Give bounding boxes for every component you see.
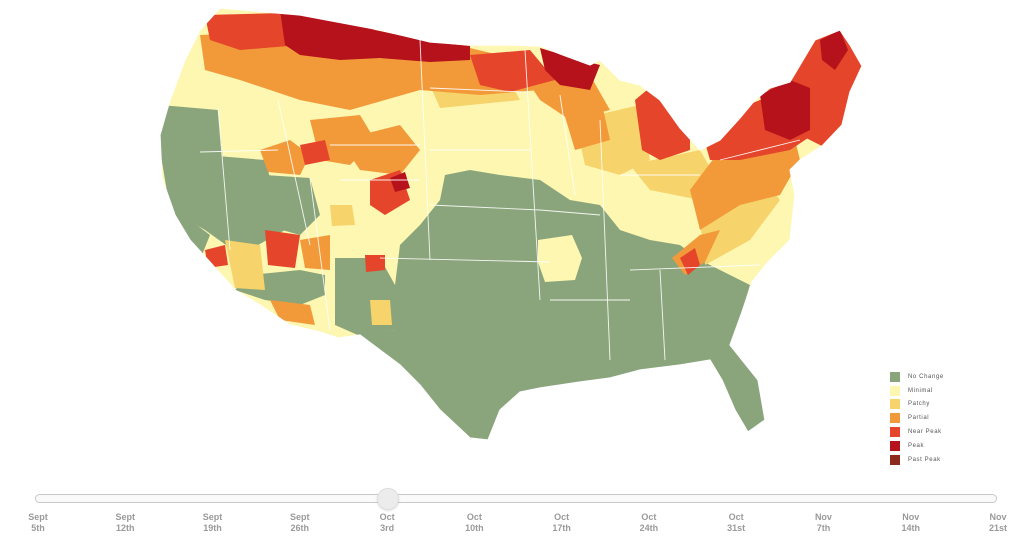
date-tick-label[interactable]: Nov 7th: [814, 512, 832, 533]
legend-item-peak: Peak: [890, 439, 1000, 453]
legend-item-partial: Partial: [890, 411, 1000, 425]
legend-swatch: [890, 413, 900, 424]
date-tick-label[interactable]: Oct 17th: [552, 512, 571, 533]
legend-swatch: [890, 427, 900, 438]
us-outline: [159, 7, 863, 441]
legend-label: Minimal: [908, 387, 933, 394]
legend-swatch: [890, 440, 900, 451]
us-map: [160, 8, 862, 440]
date-tick-label[interactable]: Oct 24th: [639, 512, 659, 533]
legend-label: No Change: [908, 373, 944, 380]
date-slider-handle[interactable]: [377, 488, 400, 510]
legend-item-patchy: Patchy: [890, 398, 1000, 412]
date-tick-label[interactable]: Oct 10th: [465, 512, 484, 533]
legend-swatch: [890, 454, 900, 465]
legend-label: Past Peak: [908, 456, 941, 463]
missouri-minimal-island: [538, 235, 582, 282]
legend-item-no-change: No Change: [890, 370, 1000, 384]
legend-label: Patchy: [908, 401, 930, 408]
date-slider-track[interactable]: [35, 488, 997, 510]
peak-regions: [280, 10, 848, 192]
legend-swatch: [890, 385, 900, 396]
legend-item-minimal: Minimal: [890, 384, 1000, 398]
legend-item-near-peak: Near Peak: [890, 425, 1000, 439]
date-tick-label[interactable]: Sept 19th: [202, 512, 223, 533]
date-tick-label[interactable]: Sept 5th: [28, 512, 48, 533]
legend-swatch: [890, 399, 900, 410]
date-tick-label[interactable]: Nov 21st: [988, 512, 1007, 533]
legend-swatch: [890, 371, 900, 382]
date-tick-label[interactable]: Oct 31st: [727, 512, 746, 533]
fall-foliage-map: [159, 7, 863, 441]
legend-item-past-peak: Past Peak: [890, 453, 1000, 467]
legend-label: Near Peak: [908, 429, 942, 436]
date-tick-label[interactable]: Sept 26th: [290, 512, 310, 533]
legend-label: Peak: [908, 442, 925, 449]
date-tick-label[interactable]: Oct 3rd: [379, 512, 395, 533]
map-legend: No Change Minimal Patchy Partial Near Pe…: [890, 370, 1000, 467]
legend-label: Partial: [908, 415, 930, 422]
date-tick-label[interactable]: Sept 12th: [115, 512, 136, 533]
date-tick-label[interactable]: Nov 14th: [901, 512, 920, 533]
state-borders: [199, 39, 801, 361]
